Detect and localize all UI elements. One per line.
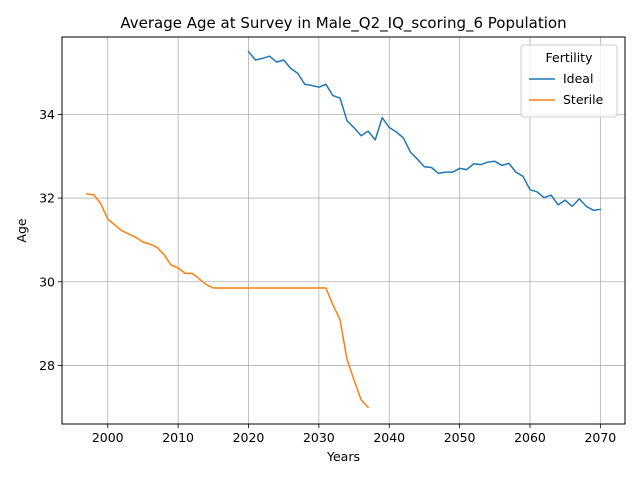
y-tick-label: 28 bbox=[39, 358, 55, 373]
legend-label-sterile: Sterile bbox=[563, 92, 604, 107]
x-tick-label: 2040 bbox=[373, 430, 405, 445]
x-tick-label: 2050 bbox=[444, 430, 476, 445]
y-tick-label: 30 bbox=[39, 274, 55, 289]
chart-title: Average Age at Survey in Male_Q2_IQ_scor… bbox=[120, 14, 566, 33]
y-tick-label: 32 bbox=[39, 191, 55, 206]
x-tick-label: 2020 bbox=[233, 430, 265, 445]
x-tick-label: 2010 bbox=[162, 430, 194, 445]
y-tick-label: 34 bbox=[39, 107, 55, 122]
x-tick-label: 2070 bbox=[584, 430, 616, 445]
y-axis-label: Age bbox=[14, 218, 29, 242]
x-tick-label: 2000 bbox=[92, 430, 124, 445]
x-axis-label: Years bbox=[326, 449, 360, 464]
x-tick-label: 2060 bbox=[514, 430, 546, 445]
legend-title: Fertility bbox=[546, 50, 594, 65]
legend: Fertility Ideal Sterile bbox=[521, 45, 617, 117]
legend-label-ideal: Ideal bbox=[563, 71, 593, 86]
x-tick-label: 2030 bbox=[303, 430, 335, 445]
